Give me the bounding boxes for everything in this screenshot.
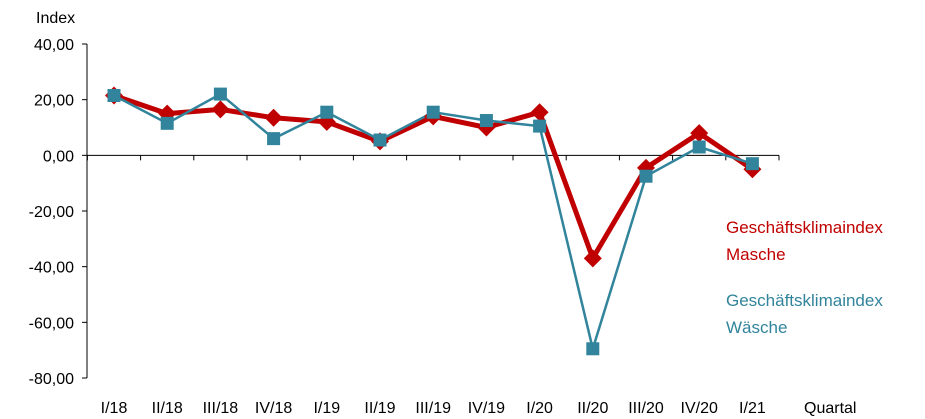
x-tick-label: IV/18 [255, 400, 292, 417]
y-tick-label: 20,00 [34, 93, 74, 110]
series-line-waesche [113, 92, 753, 351]
data-point-masche [264, 108, 283, 127]
y-tick-label: -80,00 [29, 371, 74, 388]
data-point-masche [690, 124, 709, 143]
x-axis: I/18 II/18 III/18 IV/18 I/19 II/19 III/19 IV/19… [86, 154, 780, 417]
x-tick-label: IV/19 [468, 400, 505, 417]
y-tick-label: -60,00 [29, 315, 74, 332]
y-tick-label: 40,00 [34, 37, 74, 54]
x-tick-label: II/18 [152, 400, 183, 417]
x-axis-title: Quartal [804, 400, 856, 417]
data-point-waesche [639, 169, 653, 183]
data-point-waesche [479, 114, 493, 128]
x-tick-label: II/19 [364, 400, 395, 417]
y-axis-title: Index [36, 10, 75, 27]
data-point-waesche [213, 87, 227, 101]
data-point-masche [530, 103, 549, 122]
series-layer [105, 86, 762, 356]
x-tick-label: III/20 [628, 400, 664, 417]
data-point-waesche [373, 133, 387, 147]
data-point-masche [583, 249, 602, 268]
x-tick-label: III/18 [203, 400, 239, 417]
data-point-waesche [267, 132, 281, 146]
y-tick-label: 0,00 [43, 148, 74, 165]
data-point-waesche [107, 88, 121, 102]
data-point-waesche [160, 116, 174, 130]
x-tick-label: I/20 [526, 400, 553, 417]
x-tick-label: III/19 [415, 400, 451, 417]
data-point-waesche [586, 342, 600, 356]
x-tick-label: I/18 [101, 400, 128, 417]
data-point-waesche [320, 105, 334, 119]
legend-masche-line2: Masche [726, 245, 786, 264]
y-axis: 40,00 20,00 0,00 -20,00 -40,00 -60,00 -80,00 [29, 37, 88, 388]
legend-waesche-line1: Geschäftsklimaindex [726, 291, 883, 310]
data-point-waesche [533, 119, 547, 133]
x-tick-label: I/21 [739, 400, 766, 417]
data-point-waesche [692, 140, 706, 154]
y-tick-label: -20,00 [29, 204, 74, 221]
legend: Geschäftsklimaindex Masche Geschäftsklim… [726, 218, 883, 337]
legend-masche-line1: Geschäftsklimaindex [726, 218, 883, 237]
x-tick-label: IV/20 [681, 400, 718, 417]
data-point-waesche [426, 105, 440, 119]
x-tick-label: I/19 [313, 400, 340, 417]
data-point-masche [211, 100, 230, 119]
legend-waesche-line2: Wäsche [726, 318, 787, 337]
y-tick-label: -40,00 [29, 260, 74, 277]
x-tick-label: II/20 [577, 400, 608, 417]
data-point-waesche [745, 157, 759, 171]
